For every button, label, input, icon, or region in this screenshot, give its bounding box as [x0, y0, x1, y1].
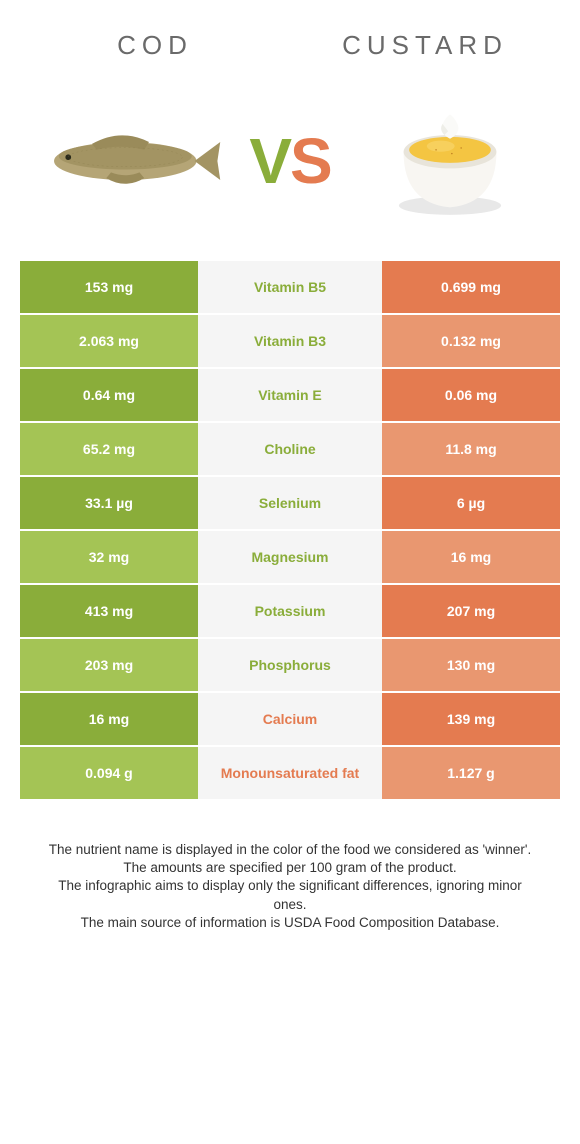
table-row: 2.063 mgVitamin B30.132 mg: [20, 315, 560, 367]
table-row: 153 mgVitamin B50.699 mg: [20, 261, 560, 313]
value-right: 130 mg: [382, 639, 560, 691]
custard-icon: [385, 96, 515, 226]
value-right: 16 mg: [382, 531, 560, 583]
title-left: COD: [20, 30, 290, 61]
value-right: 0.132 mg: [382, 315, 560, 367]
nutrient-name: Vitamin E: [198, 369, 382, 421]
table-row: 33.1 µgSelenium6 µg: [20, 477, 560, 529]
images-row: VS: [0, 71, 580, 261]
title-right: CUSTARD: [290, 30, 560, 61]
footer-text: The nutrient name is displayed in the co…: [0, 801, 580, 952]
comparison-table: 153 mgVitamin B50.699 mg2.063 mgVitamin …: [0, 261, 580, 799]
fish-icon: [35, 123, 225, 199]
nutrient-name: Calcium: [198, 693, 382, 745]
vs-s: S: [290, 125, 331, 197]
table-row: 65.2 mgCholine11.8 mg: [20, 423, 560, 475]
nutrient-name: Selenium: [198, 477, 382, 529]
footer-line: The amounts are specified per 100 gram o…: [40, 859, 540, 877]
value-right: 0.699 mg: [382, 261, 560, 313]
nutrient-name: Monounsaturated fat: [198, 747, 382, 799]
value-left: 203 mg: [20, 639, 198, 691]
nutrient-name: Magnesium: [198, 531, 382, 583]
value-right: 207 mg: [382, 585, 560, 637]
vs-label: VS: [249, 124, 330, 198]
value-right: 1.127 g: [382, 747, 560, 799]
value-left: 33.1 µg: [20, 477, 198, 529]
nutrient-name: Vitamin B5: [198, 261, 382, 313]
footer-line: The main source of information is USDA F…: [40, 914, 540, 932]
value-left: 65.2 mg: [20, 423, 198, 475]
value-right: 11.8 mg: [382, 423, 560, 475]
nutrient-name: Vitamin B3: [198, 315, 382, 367]
value-right: 6 µg: [382, 477, 560, 529]
value-left: 16 mg: [20, 693, 198, 745]
value-left: 153 mg: [20, 261, 198, 313]
vs-v: V: [249, 125, 290, 197]
value-left: 0.64 mg: [20, 369, 198, 421]
value-right: 0.06 mg: [382, 369, 560, 421]
value-left: 0.094 g: [20, 747, 198, 799]
table-row: 0.64 mgVitamin E0.06 mg: [20, 369, 560, 421]
custard-image: [350, 91, 550, 231]
value-left: 413 mg: [20, 585, 198, 637]
footer-line: The infographic aims to display only the…: [40, 877, 540, 913]
value-right: 139 mg: [382, 693, 560, 745]
footer-line: The nutrient name is displayed in the co…: [40, 841, 540, 859]
value-left: 2.063 mg: [20, 315, 198, 367]
table-row: 16 mgCalcium139 mg: [20, 693, 560, 745]
value-left: 32 mg: [20, 531, 198, 583]
cod-image: [30, 91, 230, 231]
table-row: 0.094 gMonounsaturated fat1.127 g: [20, 747, 560, 799]
nutrient-name: Potassium: [198, 585, 382, 637]
table-row: 203 mgPhosphorus130 mg: [20, 639, 560, 691]
nutrient-name: Phosphorus: [198, 639, 382, 691]
table-row: 32 mgMagnesium16 mg: [20, 531, 560, 583]
nutrient-name: Choline: [198, 423, 382, 475]
header: COD CUSTARD: [0, 0, 580, 71]
table-row: 413 mgPotassium207 mg: [20, 585, 560, 637]
